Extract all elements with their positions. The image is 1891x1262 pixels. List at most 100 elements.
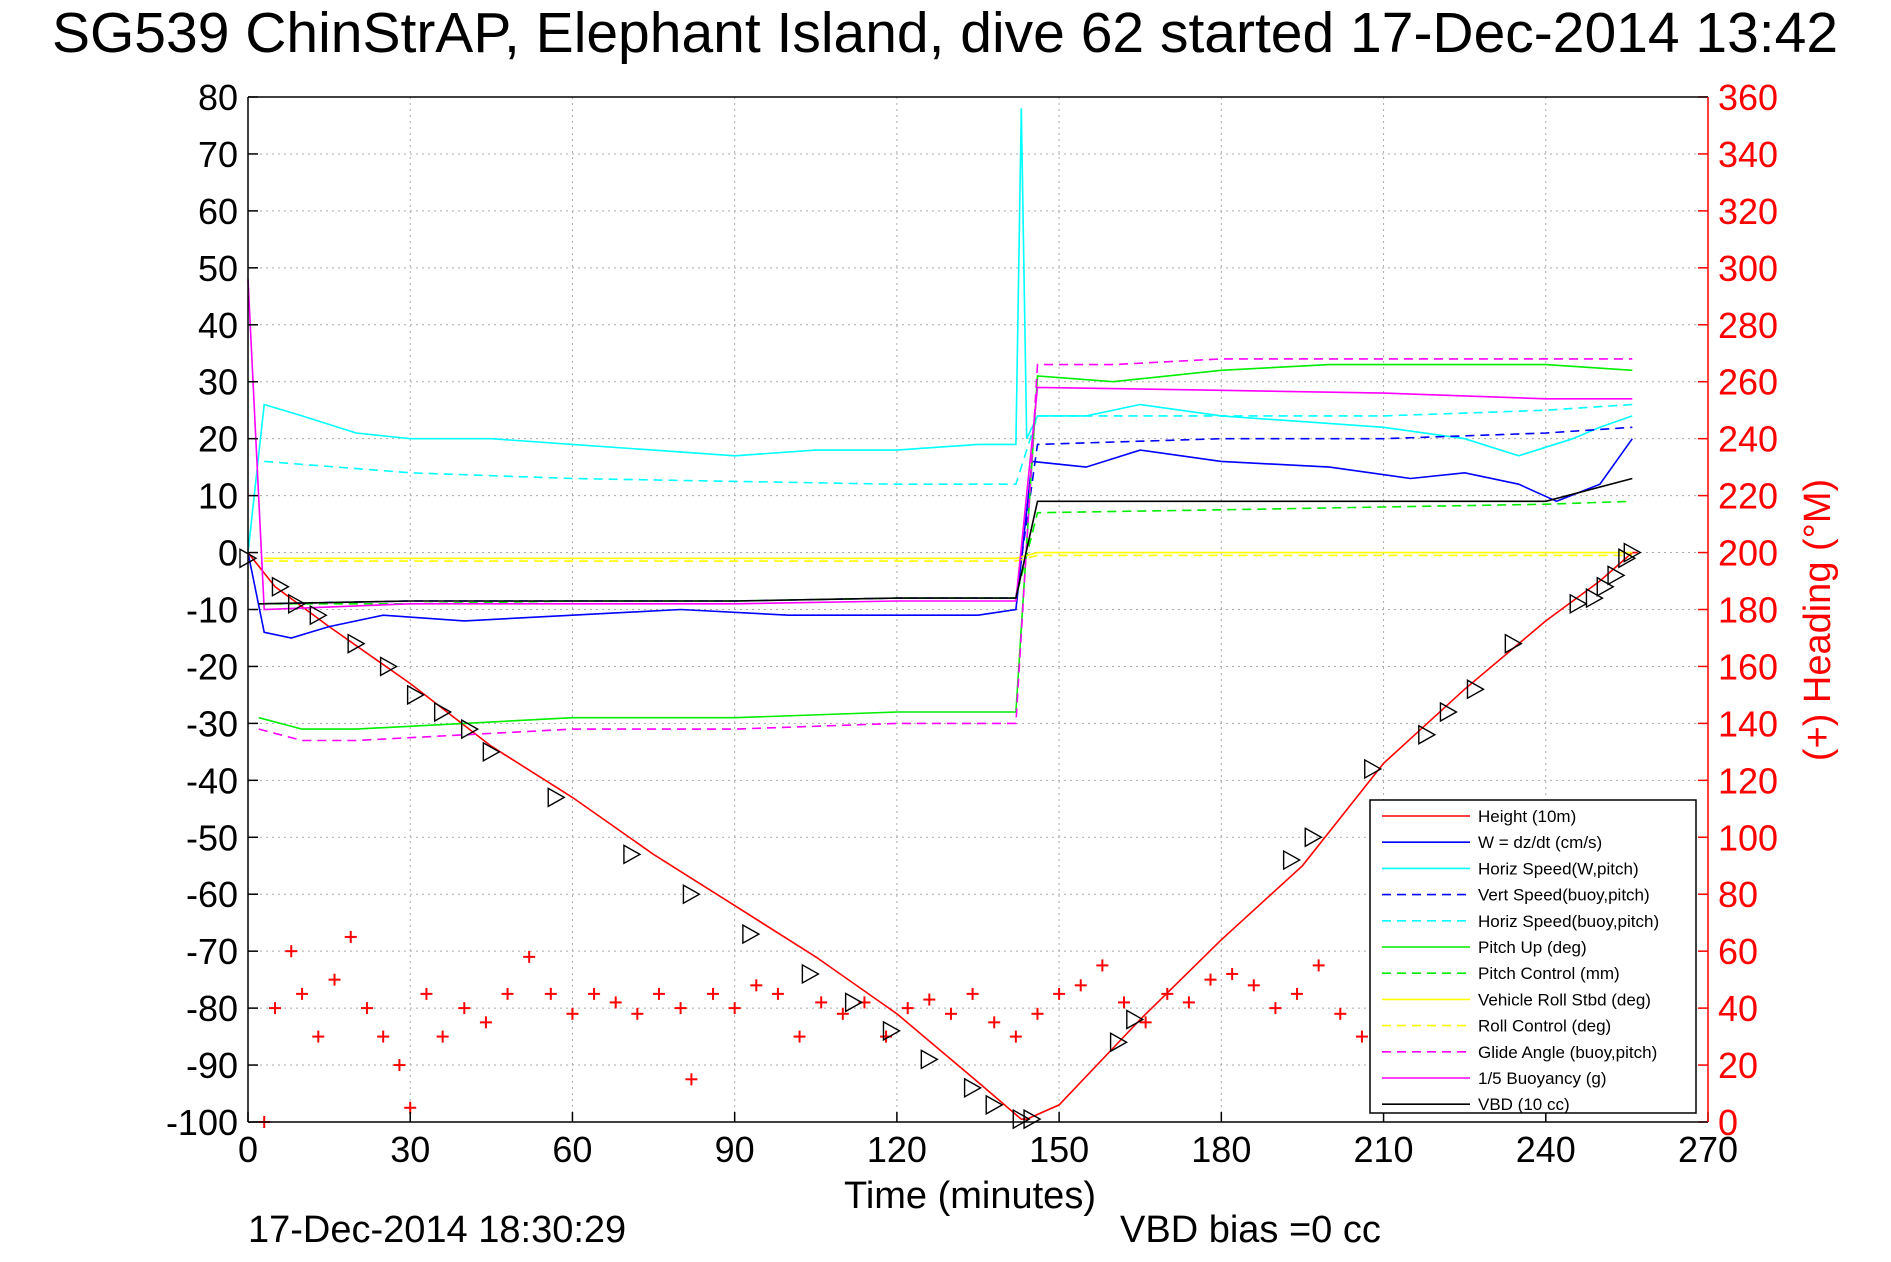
heading-point	[312, 1030, 325, 1043]
x-axis-label: Time (minutes)	[844, 1175, 1096, 1217]
heading-point	[1312, 959, 1325, 972]
y-tick-label: -10	[186, 590, 238, 631]
heading-point	[1226, 967, 1239, 980]
dive-marker	[1439, 701, 1458, 723]
series-line-w-dz-dt-cm-s	[247, 438, 1633, 639]
legend-label: Horiz Speed(buoy,pitch)	[1478, 912, 1659, 931]
heading-point	[1074, 979, 1087, 992]
heading-point	[685, 1073, 698, 1086]
heading-point	[1031, 1007, 1044, 1020]
dive-marker	[1618, 548, 1637, 569]
heading-point	[1247, 979, 1260, 992]
y2-tick-label: 340	[1718, 134, 1778, 175]
dive-marker	[1364, 758, 1383, 780]
dive-marker	[1596, 576, 1615, 597]
heading-point	[1204, 973, 1217, 986]
x-tick-label: 30	[390, 1129, 430, 1170]
heading-point	[458, 1002, 471, 1015]
y-tick-label: -90	[186, 1045, 238, 1086]
y2-tick-label: 80	[1718, 874, 1758, 915]
dive-marker	[1282, 849, 1302, 871]
heading-point	[436, 1030, 449, 1043]
y-tick-label: -20	[186, 646, 238, 687]
legend-label: Roll Control (deg)	[1478, 1017, 1611, 1036]
legend-item: W = dz/dt (cm/s)	[1382, 833, 1602, 852]
heading-point	[544, 987, 557, 1000]
x-tick-label: 210	[1354, 1129, 1414, 1170]
legend-label: Horiz Speed(W,pitch)	[1478, 859, 1639, 878]
dive-marker	[461, 718, 480, 740]
series-line-vbd-10-cc	[258, 477, 1633, 605]
legend-label: 1/5 Buoyancy (g)	[1478, 1069, 1607, 1088]
dive-marker	[547, 787, 566, 808]
legend-item: Roll Control (deg)	[1382, 1017, 1611, 1036]
dive-marker	[844, 992, 864, 1013]
y-tick-label: 20	[198, 419, 238, 460]
heading-point	[923, 993, 936, 1006]
heading-point	[1269, 1002, 1282, 1015]
legend-item: Vert Speed(buoy,pitch)	[1382, 886, 1650, 905]
dive-marker	[742, 923, 761, 945]
heading-point	[609, 996, 622, 1009]
y-tick-label: 70	[198, 134, 238, 175]
legend-item: VBD (10 cc)	[1382, 1095, 1570, 1114]
y-tick-label: 10	[198, 476, 238, 517]
heading-point	[631, 1007, 644, 1020]
heading-point	[501, 987, 514, 1000]
dive-marker	[682, 884, 701, 905]
dive-marker	[1607, 565, 1626, 586]
x-tick-label: 270	[1678, 1129, 1738, 1170]
series-line-glide-angle-buoy-pitch	[258, 358, 1633, 742]
y2-tick-label: 60	[1718, 931, 1758, 972]
y-tick-label: -100	[166, 1102, 238, 1143]
dive-marker	[985, 1094, 1004, 1116]
heading-point	[377, 1030, 390, 1043]
y-tick-label: -50	[186, 817, 238, 858]
dive-marker	[882, 1020, 901, 1042]
series-line-roll-control-deg	[264, 554, 1633, 562]
dive-marker	[1109, 1032, 1129, 1053]
heading-point	[479, 1016, 492, 1029]
heading-point	[750, 979, 763, 992]
legend-item: 1/5 Buoyancy (g)	[1382, 1069, 1607, 1088]
series-line-1-5-buoyancy-g	[247, 279, 1633, 611]
y2-tick-label: 260	[1718, 362, 1778, 403]
dive-profile-markers	[239, 542, 1642, 1130]
y2-tick-label: 0	[1718, 1102, 1738, 1143]
heading-point	[944, 1007, 957, 1020]
dive-marker	[623, 844, 642, 865]
dive-marker	[379, 656, 399, 677]
x-tick-label: 90	[715, 1129, 755, 1170]
heading-point	[674, 1002, 687, 1015]
dive-marker	[1012, 1108, 1031, 1130]
footer-timestamp: 17-Dec-2014 18:30:29	[248, 1209, 626, 1251]
y-tick-label: -30	[186, 703, 238, 744]
heading-point	[966, 987, 979, 1000]
y2-tick-label: 240	[1718, 419, 1778, 460]
heading-point	[1096, 959, 1109, 972]
legend-label: Height (10m)	[1478, 807, 1576, 826]
heading-point	[588, 987, 601, 1000]
heading-point	[328, 973, 341, 986]
y2-tick-label: 320	[1718, 191, 1778, 232]
heading-point	[1182, 996, 1195, 1009]
legend-label: Pitch Up (deg)	[1478, 938, 1587, 957]
legend-label: W = dz/dt (cm/s)	[1478, 833, 1602, 852]
heading-point	[360, 1002, 373, 1015]
legend-label: VBD (10 cc)	[1478, 1095, 1570, 1114]
x-tick-label: 120	[867, 1129, 927, 1170]
dive-marker	[271, 576, 290, 597]
heading-point	[1118, 996, 1130, 1009]
legend-item: Horiz Speed(W,pitch)	[1382, 859, 1639, 878]
heading-point	[344, 930, 357, 943]
y-tick-label: -70	[186, 931, 238, 972]
dive-marker	[347, 633, 366, 654]
dive-marker	[433, 701, 453, 723]
x-tick-label: 0	[238, 1129, 258, 1170]
footer-vbd-bias: VBD bias =0 cc	[1120, 1209, 1381, 1251]
y2-tick-label: 220	[1718, 476, 1778, 517]
x-tick-label: 150	[1029, 1129, 1089, 1170]
legend: Height (10m) W = dz/dt (cm/s) Horiz Speed(…	[1369, 799, 1697, 1114]
series-line-vehicle-roll-stbd-deg	[264, 551, 1633, 560]
heading-point	[1291, 987, 1304, 1000]
